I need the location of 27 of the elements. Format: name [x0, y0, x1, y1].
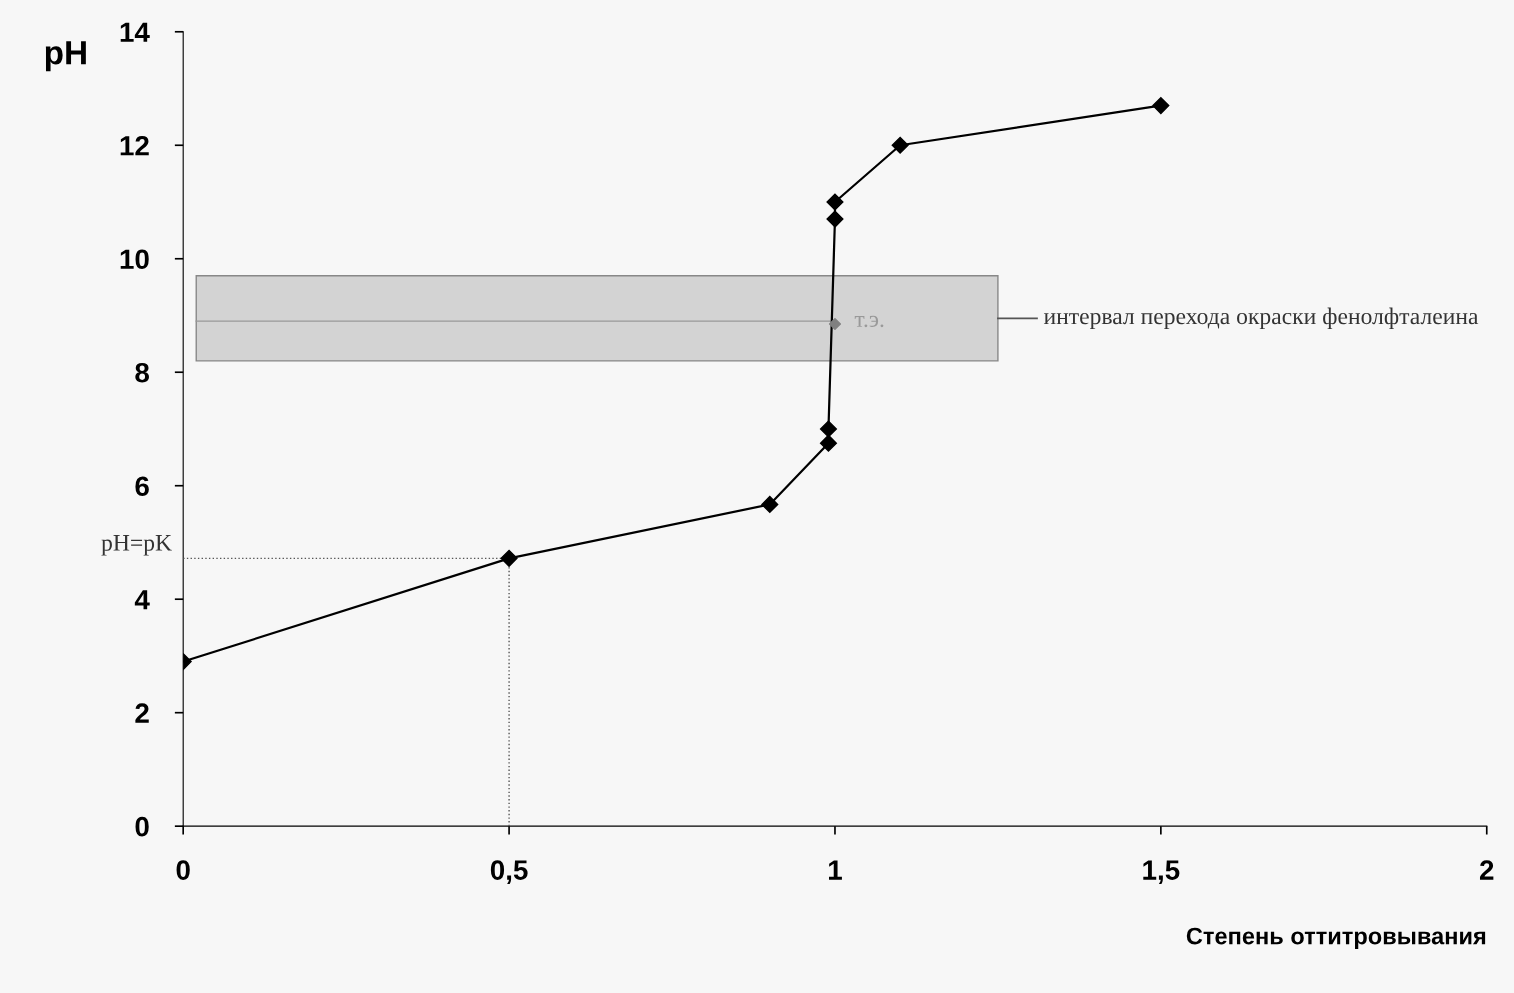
- y-tick-label: 14: [120, 22, 150, 42]
- point: [500, 549, 518, 567]
- point: [828, 317, 842, 331]
- point: [826, 193, 844, 211]
- x-tick-label: 0: [176, 860, 190, 880]
- y-axis-title: pH: [45, 41, 86, 72]
- band-label: интервал перехода окраски фенолфталеина: [1043, 307, 1479, 330]
- x-tick-label: 0,5: [490, 860, 528, 884]
- y-tick-label: 12: [120, 135, 149, 156]
- ref-line-label: pH=pK: [101, 535, 172, 556]
- point: [761, 495, 779, 513]
- y-tick-label: 8: [135, 362, 150, 383]
- y-tick-label: 0: [135, 816, 149, 837]
- x-tick-label: 1: [829, 860, 842, 880]
- y-tick-label: 2: [135, 703, 149, 723]
- y-tick-label: 10: [120, 249, 149, 270]
- annotation: т.э.: [854, 315, 884, 328]
- point: [819, 420, 838, 438]
- point: [819, 434, 838, 452]
- point: [826, 210, 844, 228]
- x-tick-label: 2: [1479, 860, 1494, 880]
- point: [1152, 96, 1170, 115]
- y-tick-label: 4: [134, 590, 150, 610]
- point: [891, 136, 909, 154]
- x-tick-label: 1,5: [1143, 860, 1180, 884]
- x-axis-title: Степень оттитровывания: [1186, 927, 1486, 950]
- y-tick-label: 6: [135, 476, 149, 497]
